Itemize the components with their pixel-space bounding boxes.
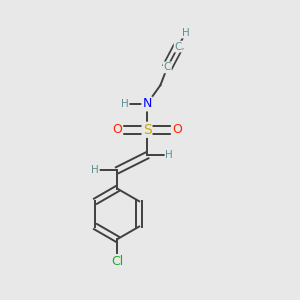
Text: H: H	[182, 28, 190, 38]
Text: H: H	[91, 165, 99, 175]
Text: O: O	[112, 123, 122, 136]
Text: C: C	[175, 42, 182, 52]
Text: H: H	[165, 150, 173, 160]
Text: C: C	[164, 62, 171, 72]
Text: N: N	[142, 98, 152, 110]
Text: H: H	[121, 99, 129, 109]
Text: O: O	[172, 123, 182, 136]
Text: Cl: Cl	[111, 255, 123, 268]
Text: S: S	[143, 123, 152, 137]
